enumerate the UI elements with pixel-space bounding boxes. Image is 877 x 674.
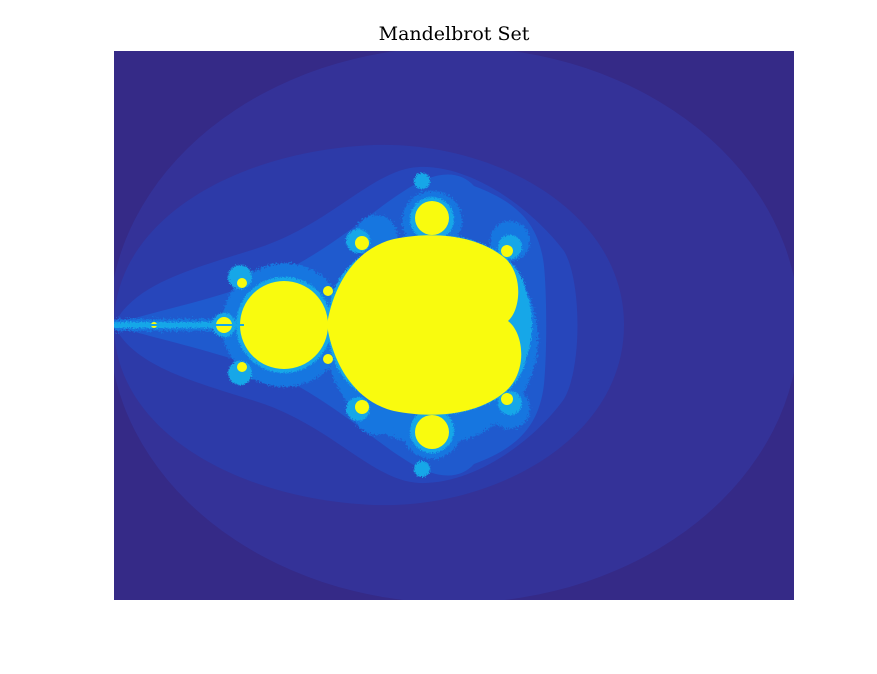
chart-title: Mandelbrot Set bbox=[378, 23, 530, 45]
plot-area bbox=[114, 51, 794, 600]
mandelbrot-heatmap bbox=[114, 51, 794, 600]
set-filament bbox=[114, 324, 244, 326]
mandelbrot-set bbox=[151, 201, 522, 449]
